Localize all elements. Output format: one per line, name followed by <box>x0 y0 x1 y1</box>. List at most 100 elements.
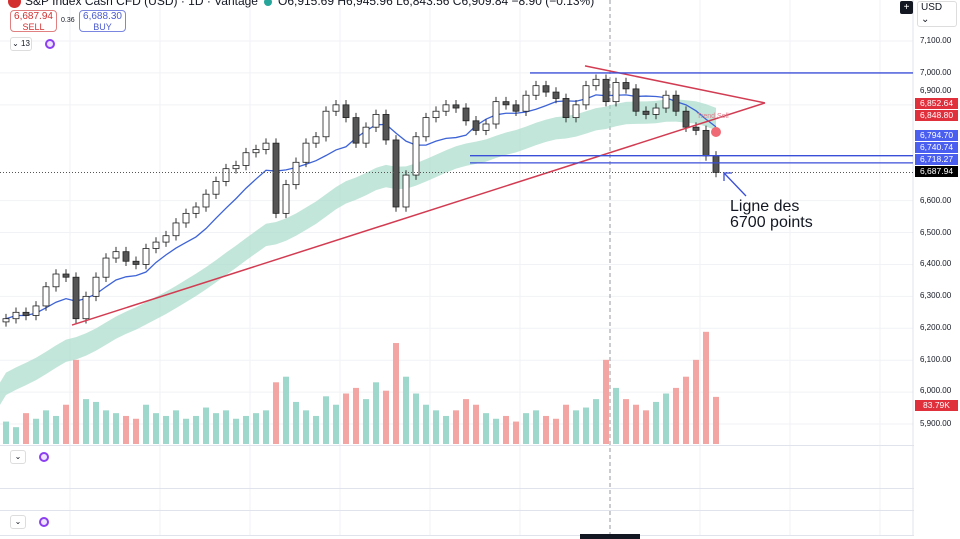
pane-collapse-button[interactable]: ⌄ <box>10 450 26 464</box>
volume-bar <box>223 410 229 444</box>
indicator-pane-1 <box>0 445 914 470</box>
candle <box>552 91 560 99</box>
symbol-logo-icon <box>8 0 21 9</box>
volume-bar <box>93 401 99 444</box>
volume-bar <box>193 415 199 444</box>
candle <box>312 136 320 144</box>
candle <box>412 136 420 176</box>
candle <box>542 85 550 93</box>
volume-bar <box>623 399 629 444</box>
sell-price: 6,687.94 <box>14 11 53 22</box>
spread: 0.36 <box>61 17 75 24</box>
price-tick-label: 6,200.00 <box>920 323 952 333</box>
volume-bar <box>403 376 409 444</box>
volume-bar <box>513 421 519 444</box>
pane-sync-icon[interactable] <box>39 452 49 462</box>
candle <box>702 129 710 157</box>
candle <box>672 94 680 112</box>
sma-line <box>5 94 717 320</box>
trend-sell-label: Trend Sell <box>697 113 729 120</box>
currency-select[interactable]: USD ⌄ <box>917 1 957 27</box>
candle <box>192 206 200 214</box>
price-tag: 6,687.94 <box>915 166 958 177</box>
candle <box>452 104 460 109</box>
volume-bar <box>3 421 9 444</box>
volume-bar <box>653 401 659 444</box>
volume-bar <box>273 382 279 444</box>
add-icon[interactable]: + <box>900 1 913 14</box>
trend-line <box>71 102 766 326</box>
candle <box>102 257 110 278</box>
candle <box>682 110 690 128</box>
indicators-toggle[interactable]: ⌄ 13 <box>10 37 32 51</box>
buy-button[interactable]: 6,688.30 BUY <box>79 10 126 32</box>
price-tick-label: 6,500.00 <box>920 227 952 237</box>
sync-icon[interactable] <box>45 39 55 49</box>
volume-bar <box>33 418 39 444</box>
volume-bar <box>13 427 19 444</box>
candle <box>142 248 150 265</box>
pane-sync-icon-2[interactable] <box>39 517 49 527</box>
volume-bar <box>243 415 249 444</box>
volume-bar <box>583 407 589 444</box>
volume-bar <box>493 418 499 444</box>
annotation-line-2: 6700 points <box>730 214 813 231</box>
candle <box>662 94 670 109</box>
volume-bar <box>423 404 429 444</box>
crosshair-time-label <box>580 534 640 539</box>
currency-label: USD <box>921 2 943 13</box>
volume-bar <box>73 359 79 444</box>
sell-button[interactable]: 6,687.94 SELL <box>10 10 57 32</box>
price-tick-label: 6,100.00 <box>920 355 952 365</box>
candle <box>52 273 60 288</box>
volume-bar <box>363 399 369 444</box>
time-axis[interactable] <box>0 535 914 539</box>
candle <box>622 82 630 90</box>
price-tick-label: 6,900.00 <box>920 86 952 95</box>
buy-price: 6,688.30 <box>83 11 122 22</box>
candle <box>122 251 130 262</box>
candle <box>262 142 270 150</box>
volume-bar <box>373 382 379 444</box>
volume-bar <box>213 413 219 444</box>
price-tag: 6,718.27 <box>915 154 958 165</box>
volume-bar <box>613 387 619 444</box>
ma-band <box>0 99 716 405</box>
symbol-title[interactable]: S&P Index Cash CFD (USD) · 1D · Vantage <box>25 0 258 8</box>
price-tick-label: 6,300.00 <box>920 291 952 301</box>
candle <box>62 273 70 278</box>
chevron-down-icon: ⌄ <box>12 39 19 48</box>
candle <box>352 117 360 144</box>
indicator-pane-2 <box>0 488 914 508</box>
candle <box>112 251 120 259</box>
arrow-head-icon <box>723 172 732 181</box>
candle <box>592 78 600 87</box>
volume-bar <box>113 413 119 444</box>
volume-bar <box>383 390 389 444</box>
volume-bar <box>293 401 299 444</box>
volume-bar <box>183 418 189 444</box>
price-tick-label: 6,600.00 <box>920 195 952 205</box>
volume-bar <box>703 331 709 444</box>
trend-sell-marker <box>711 127 721 137</box>
volume-bar <box>83 399 89 444</box>
volume-bar <box>553 418 559 444</box>
candle <box>602 78 610 103</box>
volume-bar <box>133 418 139 444</box>
candle <box>532 85 540 96</box>
candle <box>582 85 590 106</box>
volume-bar <box>443 415 449 444</box>
volume-bar <box>163 415 169 444</box>
volume-bar <box>323 396 329 444</box>
price-tick-label: 7,000.00 <box>920 67 952 77</box>
volume-bar <box>303 410 309 444</box>
pane-collapse-button-2[interactable]: ⌄ <box>10 515 26 529</box>
trend-line <box>584 65 766 104</box>
ohlc-values: O6,915.69 H6,945.96 L6,843.56 C6,909.84 … <box>277 0 595 8</box>
candle <box>22 311 30 316</box>
volume-bar <box>503 415 509 444</box>
price-tag: 6,852.64 <box>915 98 958 109</box>
volume-bar <box>23 413 29 444</box>
volume-bar <box>203 407 209 444</box>
